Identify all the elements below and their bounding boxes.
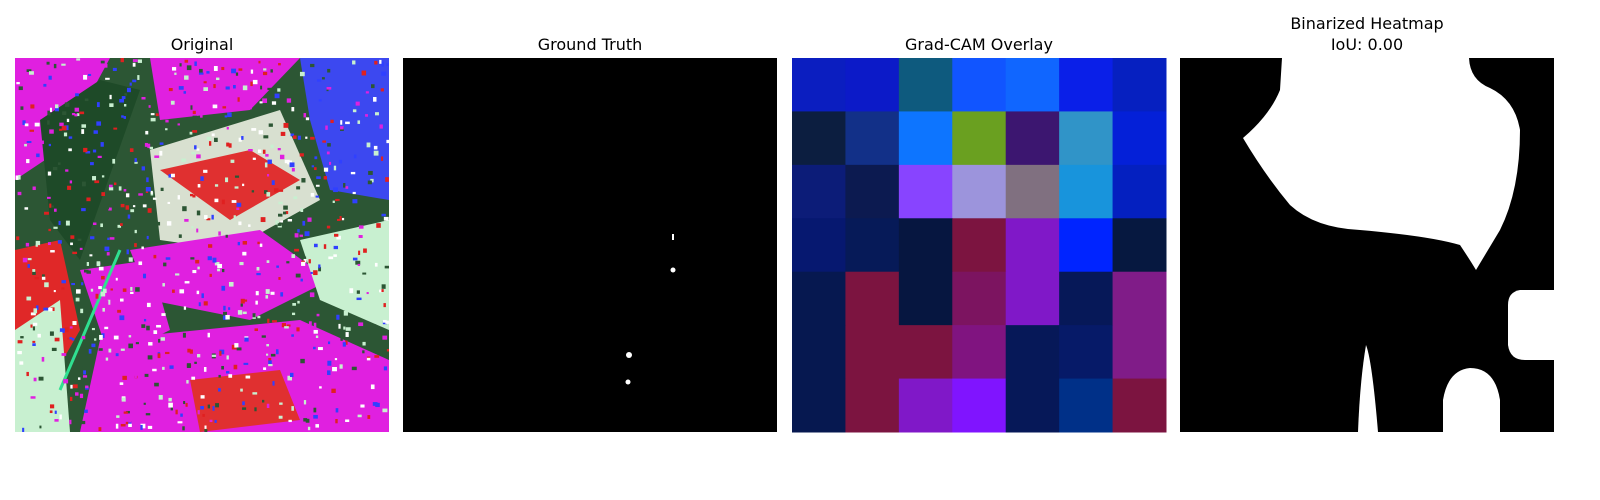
panel-title: Original [171,35,234,54]
original-image [15,58,389,432]
panel-title: Ground Truth [538,35,643,54]
binarized-image [1180,58,1554,432]
panel-title: IoU: 0.00 [1331,35,1403,54]
panel-title: Grad-CAM Overlay [905,35,1053,54]
panel-title: Binarized Heatmap [1290,14,1443,33]
gradcam-image [792,58,1167,433]
ground-truth-image [403,58,777,432]
